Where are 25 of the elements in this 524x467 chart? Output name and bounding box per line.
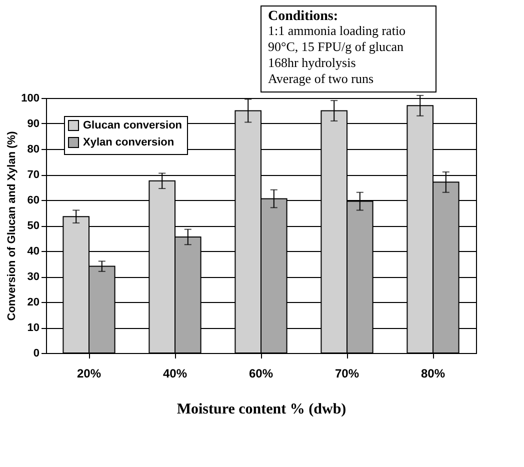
legend-label: Xylan conversion [83, 136, 174, 148]
x-tick-label: 70% [334, 366, 360, 380]
y-tick-label: 50 [27, 220, 40, 232]
y-tick-label: 70 [27, 169, 40, 181]
y-tick-label: 10 [27, 322, 40, 334]
x-tick-label: 80% [420, 366, 446, 380]
x-tick-label: 20% [76, 366, 102, 380]
x-tick-label: 40% [162, 366, 188, 380]
y-tick-label: 30 [27, 271, 40, 283]
y-tick-label: 80 [27, 144, 40, 156]
legend-label: Glucan conversion [83, 120, 182, 132]
y-tick-label: 20 [27, 296, 40, 308]
text: 168hr hydrolysis [268, 55, 356, 70]
text: 90°C, 15 FPU/g of glucan [268, 39, 404, 54]
text: 1:1 ammonia loading ratio [268, 23, 406, 38]
y-tick-label: 100 [21, 92, 40, 104]
text: Conditions: [268, 9, 338, 24]
y-axis-title: Conversion of Glucan and Xylan (%) [6, 130, 18, 321]
y-tick-label: 40 [27, 246, 40, 258]
text: Average of two runs [268, 71, 374, 86]
y-tick-label: 0 [33, 348, 40, 360]
x-tick-label: 60% [248, 366, 274, 380]
y-tick-label: 90 [27, 118, 40, 130]
x-axis-title: Moisture content % (dwb) [176, 402, 346, 418]
y-tick-label: 60 [27, 194, 40, 206]
